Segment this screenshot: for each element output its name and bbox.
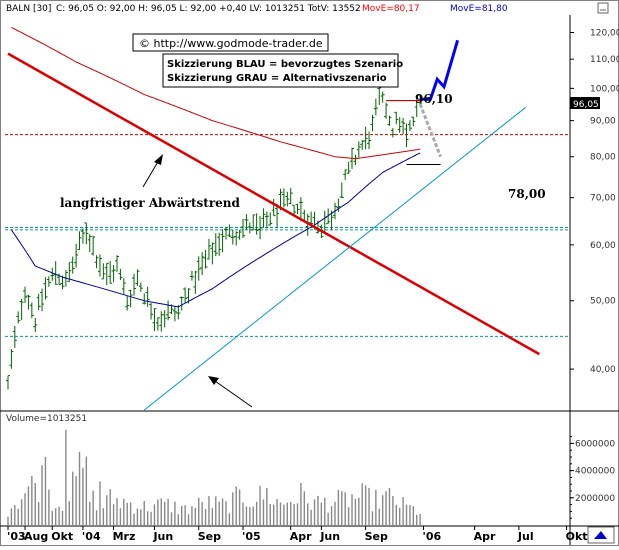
- volume-label: Volume=1013251: [6, 414, 87, 424]
- time-tick-label: Apr: [290, 530, 312, 543]
- time-tick-label: Okt: [566, 530, 588, 543]
- time-tick-label: '04: [82, 530, 101, 543]
- trend-arrow-line: [142, 159, 160, 188]
- time-tick-label: Mrz: [113, 530, 136, 543]
- legend-blue-text: Skizzierung BLAU = bevorzugtes Szenario: [167, 59, 403, 70]
- price-tick-label: 40,00: [590, 365, 616, 375]
- legend-grey-text: Skizzierung GRAU = Alternativszenario: [167, 73, 387, 84]
- last-price-value: 96,05: [573, 100, 599, 110]
- trend-label: langfristiger Abwärtstrend: [60, 196, 241, 210]
- close-button[interactable]: [597, 2, 609, 14]
- high-label: 96,10: [415, 92, 453, 106]
- volume-bars: [7, 429, 421, 525]
- time-tick-label: Jul: [517, 530, 534, 543]
- time-tick-label: Apr: [474, 530, 496, 543]
- uptrend-arrow-line: [214, 380, 253, 408]
- horizontal-levels: [5, 134, 570, 337]
- price-tick-label: 70,00: [590, 194, 616, 204]
- time-tick-label: Aug: [24, 530, 48, 543]
- volume-tick-label: 4000000: [575, 467, 615, 477]
- time-tick-label: Okt: [51, 530, 73, 543]
- header-symbol: BALN [30]: [6, 4, 51, 14]
- support-label: 78,00: [508, 187, 546, 201]
- price-tick-label: 120,00: [590, 29, 619, 39]
- trend-arrow-head: [154, 154, 163, 165]
- trend-lines: [7, 52, 540, 411]
- uptrend-arrow-head: [208, 376, 219, 385]
- moving-averages: [10, 26, 421, 308]
- scenario-legend-box: [162, 53, 399, 88]
- price-tick-label: 90,00: [590, 117, 616, 127]
- scenario-sketches: [418, 39, 460, 158]
- time-tick-label: Sep: [198, 530, 221, 543]
- time-tick-label: '03: [7, 530, 26, 543]
- moving-average-red: [11, 26, 421, 160]
- volume-tick-label: 2000000: [575, 494, 615, 504]
- downtrend-line: [7, 52, 540, 356]
- moving-average-blue: [10, 152, 421, 308]
- price-tick-label: 60,00: [590, 241, 616, 251]
- time-tick-label: '05: [242, 530, 261, 543]
- axes: 40,00 50,00 60,00 70,00 80,00 90,00 100,00 110,…: [0, 15, 619, 545]
- scenario-grey-path: [418, 103, 442, 158]
- uptrend-line: [143, 106, 527, 411]
- last-price-tag: [570, 97, 600, 109]
- corner-arrow-icon: [594, 531, 607, 539]
- time-tick-label: Sep: [365, 530, 388, 543]
- scenario-blue-path: [420, 39, 460, 101]
- price-tick-label: 100,00: [590, 84, 619, 94]
- price-tick-label: 80,00: [590, 153, 616, 163]
- time-tick-label: Jun: [319, 530, 340, 543]
- price-tick-label: 50,00: [590, 297, 616, 307]
- header-ohlc: C: 96,05 O: 92,00 H: 96,05 L: 92,00 +0,4…: [56, 4, 361, 14]
- copyright-box: [132, 33, 329, 52]
- volume-tick-label: 6000000: [575, 439, 615, 449]
- header-ma1: MovE=80,17: [362, 4, 420, 14]
- price-tick-label: 110,00: [590, 55, 619, 65]
- copyright-text: © http://www.godmode-trader.de: [139, 37, 323, 50]
- header-ma2: MovE=81,80: [450, 4, 508, 14]
- time-tick-label: Jun: [152, 530, 173, 543]
- time-tick-label: '06: [423, 530, 442, 543]
